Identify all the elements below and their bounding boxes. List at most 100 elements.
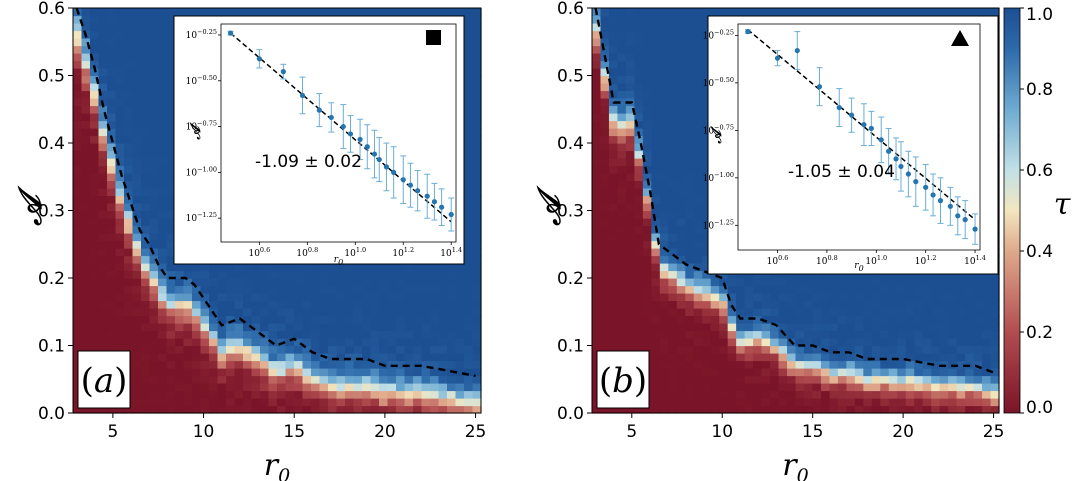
heatmap-cell — [600, 150, 610, 159]
heatmap-cell — [226, 323, 236, 332]
heatmap-cell — [132, 255, 142, 264]
heatmap-cell — [268, 300, 278, 309]
heatmap-cell — [744, 300, 754, 309]
heatmap-cell — [98, 263, 108, 272]
heatmap-cell — [226, 375, 236, 384]
heatmap-cell — [685, 383, 695, 392]
heatmap-cell — [854, 375, 864, 384]
heatmap-cell — [803, 285, 814, 294]
heatmap-cell — [192, 300, 202, 309]
heatmap-cell — [702, 338, 712, 347]
heatmap-cell — [192, 338, 202, 347]
heatmap-cell — [115, 300, 125, 309]
heatmap-cell — [362, 293, 372, 302]
heatmap-cell — [438, 383, 448, 392]
heatmap-cell — [90, 180, 100, 189]
heatmap-cell — [311, 285, 321, 294]
inset-data-point — [383, 164, 390, 170]
inset-data-point — [328, 114, 334, 121]
heatmap-cell — [90, 15, 100, 24]
heatmap-cell — [387, 263, 397, 272]
heatmap-cell — [268, 293, 278, 302]
heatmap-cell — [634, 338, 644, 347]
inset-data-point — [415, 188, 421, 194]
heatmap-cell — [888, 405, 898, 414]
heatmap-cell — [829, 345, 839, 354]
heatmap-cell — [175, 300, 185, 309]
heatmap-cell — [370, 353, 380, 362]
heatmap-cell — [472, 60, 482, 69]
heatmap-cell — [948, 285, 958, 294]
heatmap-cell — [651, 90, 661, 99]
heatmap-cell — [447, 270, 457, 279]
heatmap-cell — [115, 30, 125, 39]
heatmap-cell — [81, 53, 91, 62]
heatmap-cell — [302, 345, 312, 354]
heatmap-cell — [778, 390, 788, 399]
heatmap-cell — [277, 285, 287, 294]
heatmap-cell — [668, 240, 678, 249]
heatmap-cell — [90, 98, 100, 107]
heatmap-cell — [736, 368, 746, 377]
heatmap-cell — [81, 263, 91, 272]
heatmap-cell — [166, 383, 176, 392]
heatmap-cell — [260, 308, 270, 317]
heatmap-cell — [124, 15, 134, 24]
heatmap-cell — [336, 323, 346, 332]
heatmap-cell — [472, 375, 482, 384]
heatmap-cell — [922, 270, 932, 279]
heatmap-cell — [107, 233, 117, 242]
heatmap-cell — [787, 368, 797, 377]
heatmap-cell — [192, 398, 202, 407]
heatmap-cell — [608, 90, 619, 99]
heatmap-cell — [668, 128, 678, 137]
heatmap-cell — [81, 98, 91, 107]
heatmap-cell — [115, 210, 125, 219]
heatmap-cell — [651, 390, 661, 399]
heatmap-cell — [676, 390, 686, 399]
heatmap-cell — [702, 60, 712, 69]
heatmap-cell — [472, 225, 482, 234]
heatmap-cell — [702, 315, 712, 324]
heatmap-cell — [651, 203, 661, 212]
heatmap-cell — [141, 98, 151, 107]
heatmap-cell — [464, 45, 474, 54]
heatmap-cell — [302, 263, 312, 272]
heatmap-cell — [73, 75, 83, 84]
heatmap-cell — [472, 330, 482, 339]
heatmap-cell — [693, 158, 703, 167]
heatmap-cell — [158, 105, 168, 114]
heatmap-cell — [166, 105, 176, 114]
heatmap-cell — [651, 293, 661, 302]
heatmap-cell — [234, 375, 244, 384]
heatmap-cell — [353, 330, 363, 339]
heatmap-cell — [702, 30, 712, 39]
heatmap-cell — [464, 150, 474, 159]
heatmap-cell — [592, 30, 602, 39]
heatmap-cell — [141, 135, 151, 144]
heatmap-cell — [625, 158, 635, 167]
heatmap-cell — [124, 338, 134, 347]
heatmap-cell — [659, 293, 669, 302]
heatmap-cell — [285, 398, 295, 407]
heatmap-cell — [702, 75, 712, 84]
heatmap-cell — [888, 293, 898, 302]
heatmap-cell — [787, 315, 797, 324]
heatmap-cell — [362, 323, 372, 332]
heatmap-cell — [328, 8, 338, 17]
heatmap-cell — [608, 180, 619, 189]
heatmap-cell — [413, 398, 423, 407]
heatmap-cell — [736, 330, 746, 339]
heatmap-cell — [141, 323, 151, 332]
heatmap-cell — [73, 233, 83, 242]
heatmap-cell — [200, 8, 210, 17]
heatmap-cell — [668, 255, 678, 264]
heatmap-cell — [931, 270, 941, 279]
heatmap-cell — [90, 45, 100, 54]
heatmap-cell — [846, 353, 856, 362]
heatmap-cell — [693, 248, 703, 257]
heatmap-cell — [328, 405, 338, 414]
heatmap-cell — [345, 330, 355, 339]
heatmap-cell — [625, 38, 635, 47]
heatmap-cell — [651, 165, 661, 174]
